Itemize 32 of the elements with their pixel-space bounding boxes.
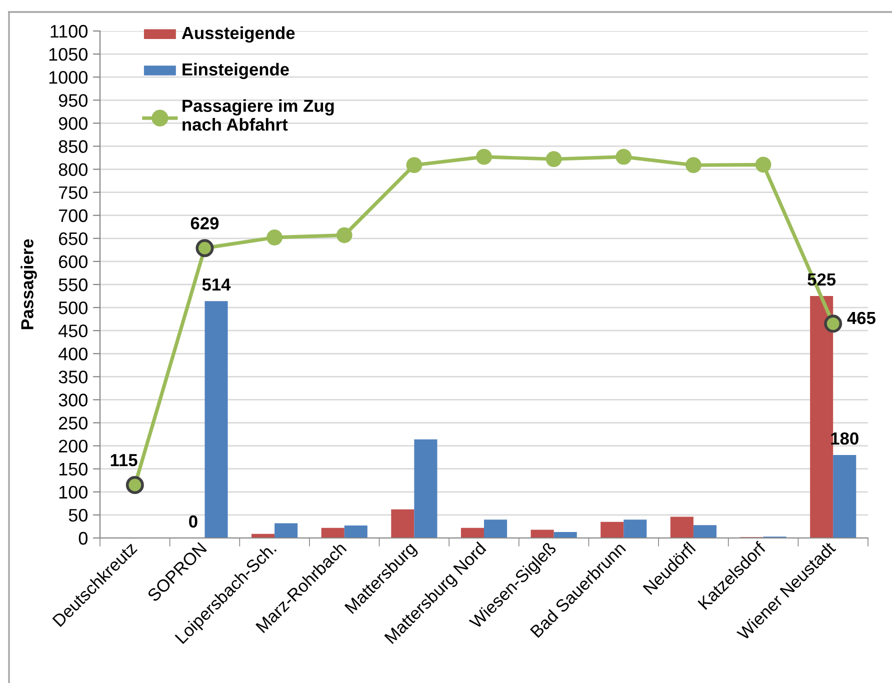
y-tick-label: 850	[58, 140, 88, 153]
y-tick-label: 300	[58, 394, 88, 406]
y-axis-title: Passagiere	[20, 239, 37, 330]
y-tick-label: 1050	[49, 48, 88, 61]
data-label: 465	[847, 312, 876, 324]
legend-label: Passagiere im Zug nach Abfahrt	[182, 99, 334, 131]
y-tick-label: 350	[58, 370, 88, 384]
y-tick-label: 1100	[50, 24, 88, 38]
y-tick-label: 150	[59, 462, 88, 476]
data-label: 0	[189, 515, 198, 528]
y-tick-label: 100	[59, 486, 88, 499]
data-label: 629	[190, 217, 219, 230]
y-tick-label: 0	[78, 532, 88, 545]
y-tick-label: 50	[68, 508, 88, 522]
y-tick-label: 950	[58, 94, 88, 107]
y-tick-label: 750	[59, 186, 88, 200]
y-tick-label: 500	[58, 301, 88, 314]
y-tick-label: 800	[58, 163, 88, 176]
y-tick-label: 550	[58, 278, 88, 292]
y-tick-label: 900	[58, 117, 88, 130]
legend-label: Einsteigende	[182, 62, 289, 80]
y-tick-label: 600	[58, 255, 88, 268]
y-tick-label: 250	[58, 416, 88, 430]
y-tick-label: 450	[58, 324, 88, 338]
y-tick-label: 650	[58, 232, 88, 246]
y-tick-label: 400	[58, 348, 88, 360]
y-tick-label: 1000	[49, 71, 88, 84]
data-label: 514	[202, 278, 231, 291]
y-tick-label: 700	[59, 209, 88, 222]
data-label: 115	[110, 454, 138, 466]
legend-label: Aussteigende	[182, 26, 295, 43]
y-tick-label: 200	[58, 440, 88, 453]
